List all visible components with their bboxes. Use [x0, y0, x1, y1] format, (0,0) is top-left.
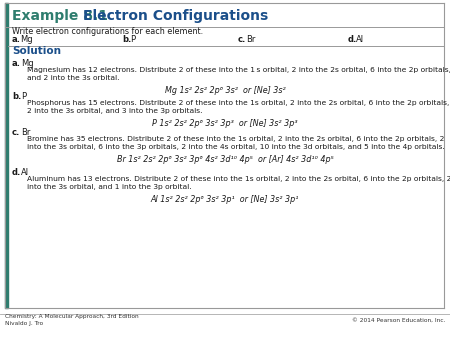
Text: a.: a. [12, 34, 21, 44]
Text: c.: c. [12, 128, 20, 137]
Text: © 2014 Pearson Education, Inc.: © 2014 Pearson Education, Inc. [351, 317, 445, 322]
Text: P 1s² 2s² 2p⁶ 3s² 3p³  or [Ne] 3s² 3p³: P 1s² 2s² 2p⁶ 3s² 3p³ or [Ne] 3s² 3p³ [152, 119, 298, 128]
Text: b.: b. [122, 34, 131, 44]
Text: Al: Al [21, 168, 29, 177]
Text: Electron Configurations: Electron Configurations [83, 9, 268, 23]
Bar [5, 3, 8, 308]
Text: Aluminum has 13 electrons. Distribute 2 of these into the 1s orbital, 2 into the: Aluminum has 13 electrons. Distribute 2 … [27, 176, 450, 182]
Text: and 2 into the 3s orbital.: and 2 into the 3s orbital. [27, 74, 120, 80]
Text: Al 1s² 2s² 2p⁶ 3s² 3p¹  or [Ne] 3s² 3p¹: Al 1s² 2s² 2p⁶ 3s² 3p¹ or [Ne] 3s² 3p¹ [151, 195, 299, 204]
Text: c.: c. [238, 34, 246, 44]
Text: Mg: Mg [20, 34, 32, 44]
Text: Write electron configurations for each element.: Write electron configurations for each e… [12, 26, 203, 35]
Text: b.: b. [12, 92, 21, 101]
Text: Br 1s² 2s² 2p⁶ 3s² 3p⁶ 4s² 3d¹⁰ 4p⁵  or [Ar] 4s² 3d¹⁰ 4p⁵: Br 1s² 2s² 2p⁶ 3s² 3p⁶ 4s² 3d¹⁰ 4p⁵ or [… [117, 155, 333, 164]
Text: Bromine has 35 electrons. Distribute 2 of these into the 1s orbital, 2 into the : Bromine has 35 electrons. Distribute 2 o… [27, 136, 445, 142]
Text: Mg: Mg [21, 59, 34, 68]
Text: Br: Br [246, 34, 256, 44]
Text: d.: d. [12, 168, 21, 177]
Text: Magnesium has 12 electrons. Distribute 2 of these into the 1 s orbital, 2 into t: Magnesium has 12 electrons. Distribute 2… [27, 67, 450, 73]
Text: Br: Br [21, 128, 31, 137]
Text: d.: d. [348, 34, 357, 44]
Text: into the 3s orbital, and 1 into the 3p orbital.: into the 3s orbital, and 1 into the 3p o… [27, 184, 192, 190]
Text: Solution: Solution [12, 46, 61, 56]
Text: Chemistry: A Molecular Approach, 3rd Edition
Nivaldo J. Tro: Chemistry: A Molecular Approach, 3rd Edi… [5, 314, 139, 326]
Text: Example 8.1: Example 8.1 [12, 9, 108, 23]
Text: Al: Al [356, 34, 364, 44]
Text: P: P [130, 34, 135, 44]
Text: into the 3s orbital, 6 into the 3p orbitals, 2 into the 4s orbital, 10 into the : into the 3s orbital, 6 into the 3p orbit… [27, 144, 445, 149]
Text: a.: a. [12, 59, 21, 68]
Text: Mg 1s² 2s² 2p⁶ 3s²  or [Ne] 3s²: Mg 1s² 2s² 2p⁶ 3s² or [Ne] 3s² [165, 86, 285, 95]
Text: P: P [21, 92, 26, 101]
Text: Phosphorus has 15 electrons. Distribute 2 of these into the 1s orbital, 2 into t: Phosphorus has 15 electrons. Distribute … [27, 100, 450, 106]
Text: 2 into the 3s orbital, and 3 into the 3p orbitals.: 2 into the 3s orbital, and 3 into the 3p… [27, 107, 202, 114]
